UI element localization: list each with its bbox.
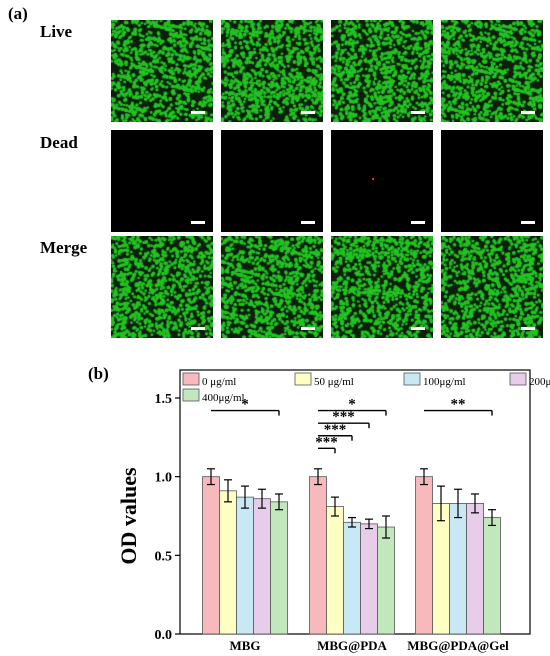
micrograph-dead-4 (441, 130, 543, 232)
legend-swatch-2 (403, 372, 421, 386)
x-tick-label: MBG@PDA@Gel (407, 638, 509, 653)
bar-mbg-pda-gel-s3 (466, 503, 484, 635)
bar-mbg-pda-gel-s2 (449, 503, 467, 635)
legend-swatch-4 (182, 388, 200, 402)
scale-bar (521, 111, 535, 114)
scale-bar (191, 327, 205, 330)
micrograph-merge-4 (441, 236, 543, 338)
scale-bar (411, 221, 425, 224)
bar-mbg-pda-s0 (309, 476, 327, 635)
bar-mbg-pda-s4 (377, 526, 395, 635)
significance-label: * (241, 397, 249, 413)
bar-mbg-pda-gel-s4 (483, 517, 501, 635)
y-tick-label: 1.0 (155, 471, 173, 486)
micrograph-merge-2 (221, 236, 323, 338)
legend-swatch-1 (294, 372, 312, 386)
bar-chart: 0.0 0.5 1.0 1.5 OD values MBG MBG@PDA MBG@PDA@G… (116, 369, 550, 653)
micrograph-live-2 (221, 20, 323, 122)
scale-bar (191, 111, 205, 114)
bar-mbg-pda-s1 (326, 506, 344, 635)
significance-label: ** (451, 397, 466, 413)
scale-bar (301, 111, 315, 114)
scale-bar (521, 327, 535, 330)
row-label-dead: Dead (40, 133, 78, 152)
bar-mbg-s1 (219, 490, 237, 635)
scale-bar (301, 327, 315, 330)
scale-bar (411, 327, 425, 330)
bar-mbg-s3 (253, 498, 271, 635)
bar-mbg-s0 (202, 476, 220, 635)
legend-label-4: 400μg/ml (202, 392, 245, 404)
legend-swatch-0 (182, 372, 200, 386)
legend-swatch-3 (509, 372, 527, 386)
bar-mbg-pda-gel-s0 (415, 476, 433, 635)
micrograph-dead-2 (221, 130, 323, 232)
bar-mbg-pda-gel-s1 (432, 503, 450, 635)
y-tick-label: 0.0 (155, 628, 173, 643)
legend-label-0: 0 μg/ml (202, 376, 236, 388)
row-label-merge: Merge (40, 238, 88, 257)
micrograph-dead-1 (111, 130, 213, 232)
significance-label: *** (324, 422, 347, 438)
panel-a-label: (a) (8, 4, 28, 23)
scale-bar (301, 221, 315, 224)
legend-label-1: 50 μg/ml (314, 376, 354, 388)
micrograph-live-4 (441, 20, 543, 122)
bar-mbg-pda-s2 (343, 521, 361, 635)
x-tick-label: MBG@PDA (317, 638, 387, 653)
x-tick-label: MBG (229, 638, 260, 653)
micrograph-live-1 (111, 20, 213, 122)
micrograph-merge-1 (111, 236, 213, 338)
row-label-live: Live (40, 22, 73, 41)
bar-mbg-s4 (270, 501, 288, 635)
bar-mbg-s2 (236, 496, 254, 635)
significance-label: *** (332, 409, 355, 425)
micrograph-merge-3 (331, 236, 433, 338)
y-tick-label: 0.5 (155, 549, 173, 564)
scale-bar (521, 221, 535, 224)
bar-mbg-pda-s3 (360, 523, 378, 635)
panel-b-label: (b) (88, 364, 109, 383)
scale-bar (411, 111, 425, 114)
micrograph-dead-3 (331, 130, 433, 232)
legend-label-3: 200μg/ml (529, 376, 550, 388)
dead-cell-dot (372, 178, 374, 180)
significance-label: *** (315, 434, 338, 450)
y-tick-label: 1.5 (155, 392, 173, 407)
significance-label: * (348, 397, 356, 413)
scale-bar (191, 221, 205, 224)
y-axis-label: OD values (116, 467, 141, 565)
legend-label-2: 100μg/ml (423, 376, 466, 388)
micrograph-live-3 (331, 20, 433, 122)
